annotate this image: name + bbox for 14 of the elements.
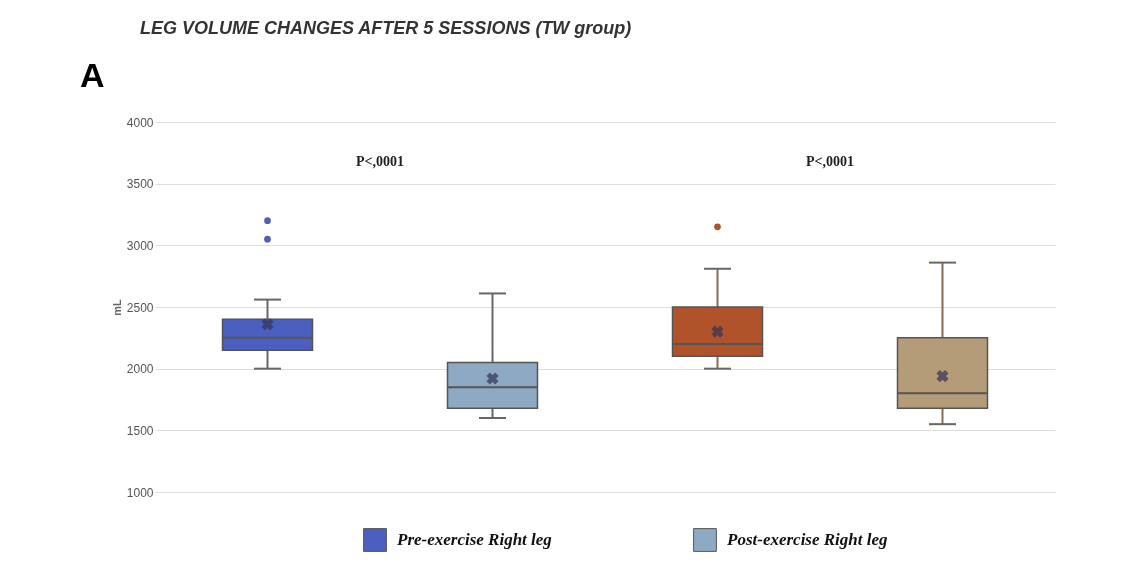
annotation: P<,0001 — [805, 154, 855, 169]
y-tick-label: 3000 — [126, 238, 154, 253]
y-tick-label: 1000 — [126, 485, 154, 500]
y-tick-label: 1500 — [126, 423, 154, 438]
legend-label: Post-exercise Right leg — [726, 530, 889, 549]
y-tick-label: 4000 — [126, 115, 154, 130]
text: A — [80, 56, 105, 94]
annotation: P<,0001 — [355, 154, 405, 169]
y-tick-label: 2500 — [126, 300, 154, 315]
legend-label: Pre-exercise Right leg — [396, 530, 553, 549]
chart-title: LEG VOLUME CHANGES AFTER 5 SESSIONS (TW group) — [140, 18, 632, 38]
y-tick-label: 3500 — [126, 177, 154, 192]
y-tick-label: 2000 — [126, 362, 154, 377]
y-axis-title: mL — [110, 298, 123, 316]
